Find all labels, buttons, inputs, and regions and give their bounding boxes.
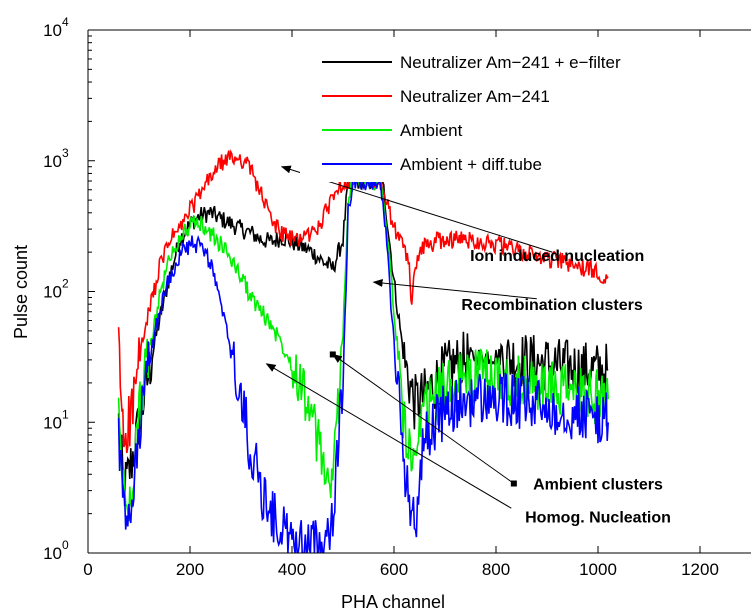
legend-label-0: Neutralizer Am−241 + e−filter [400,53,621,72]
y-tick-label-exponent: 3 [62,146,69,160]
y-tick-label: 10 [43,152,62,171]
y-tick-label-exponent: 4 [62,15,69,29]
x-tick-label: 200 [176,560,204,579]
annotation-square-marker [510,480,517,487]
y-tick-label: 10 [43,413,62,432]
annotation-square-marker [329,351,336,358]
annotation-layer: Ion induced nucleation Recombination clus… [265,165,671,527]
x-tick-label: 600 [380,560,408,579]
annotation-label-1: Recombination clusters [461,297,642,314]
y-tick-label-exponent: 1 [62,407,69,421]
x-axis-label: PHA channel [341,592,445,611]
legend-label-3: Ambient + diff.tube [400,155,542,174]
x-tick-label: 400 [278,560,306,579]
legend-label-2: Ambient [400,121,463,140]
legend-box [300,40,720,182]
y-tick-label-exponent: 0 [62,538,69,552]
legend: Neutralizer Am−241 + e−filter Neutralizer… [300,40,720,182]
y-tick-label: 10 [43,283,62,302]
annotation-label-3: Homog. Nucleation [525,510,671,527]
x-tick-label: 1200 [681,560,719,579]
legend-label-1: Neutralizer Am−241 [400,87,550,106]
series-line-3 [117,170,609,553]
annotation-arrow-2 [331,353,515,484]
annotation-label-0: Ion induced nucleation [470,248,644,265]
x-tick-label: 1000 [579,560,617,579]
y-axis-label: Pulse count [11,245,31,339]
annotation-label-2: Ambient clusters [533,477,663,494]
annotation-arrow-1 [372,279,537,300]
y-tick-label-exponent: 2 [62,277,69,291]
x-tick-label: 0 [83,560,92,579]
x-tick-label: 800 [482,560,510,579]
y-tick-label: 10 [43,544,62,563]
y-tick-label: 10 [43,21,62,40]
annotation-arrow-3 [265,363,512,509]
